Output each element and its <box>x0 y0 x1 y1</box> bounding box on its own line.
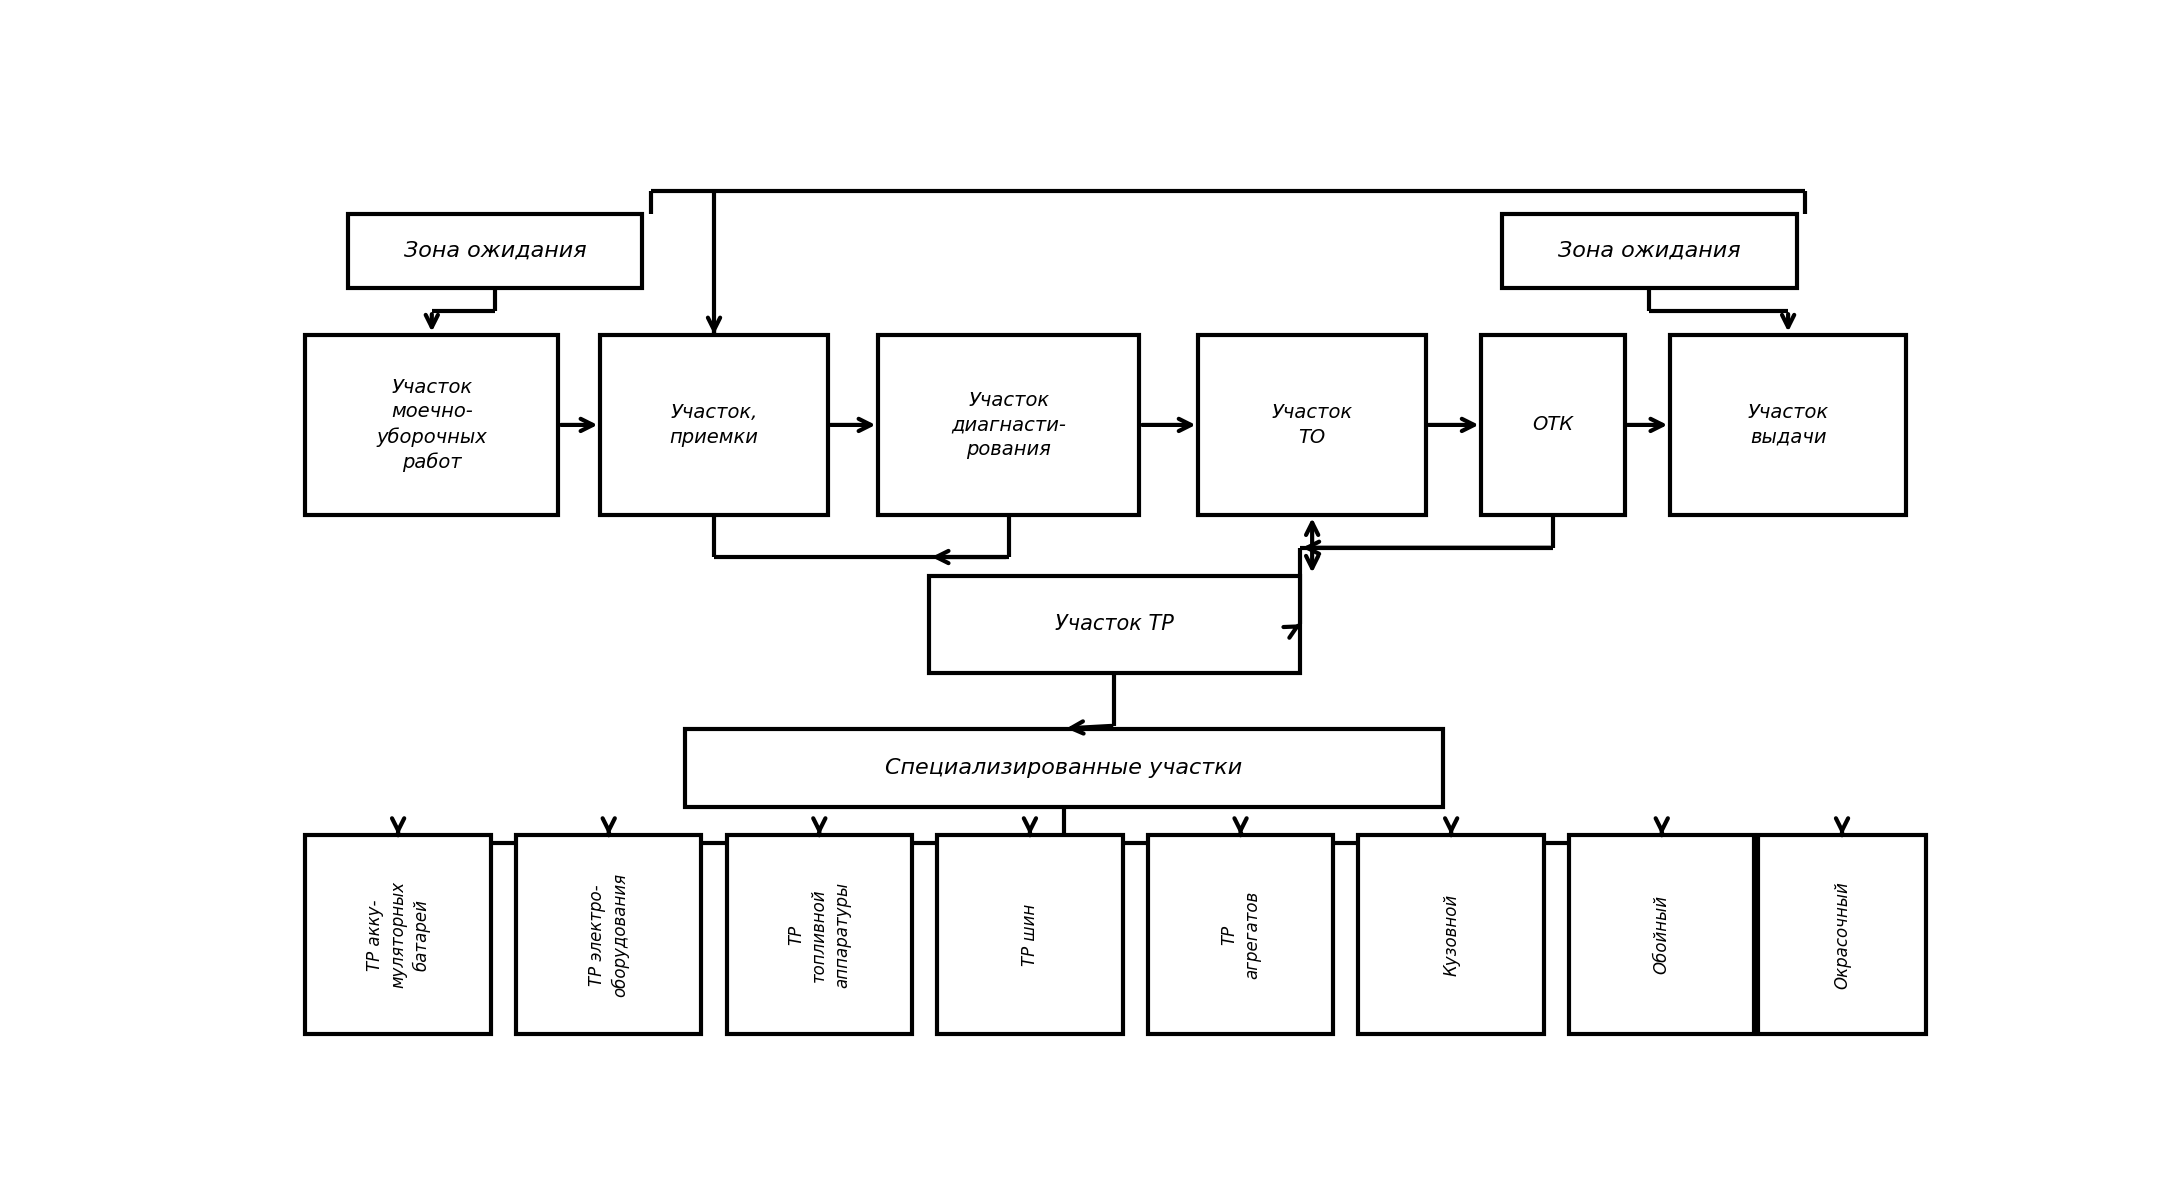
Text: Зона ожидания: Зона ожидания <box>1559 241 1741 261</box>
FancyBboxPatch shape <box>348 214 644 288</box>
Text: ТР
топливной
аппаратуры: ТР топливной аппаратуры <box>787 881 852 987</box>
FancyBboxPatch shape <box>1198 335 1426 515</box>
FancyBboxPatch shape <box>304 836 491 1034</box>
FancyBboxPatch shape <box>1502 214 1796 288</box>
Text: ТР акку-
муляторных
батарей: ТР акку- муляторных батарей <box>365 881 430 988</box>
FancyBboxPatch shape <box>1670 335 1907 515</box>
FancyBboxPatch shape <box>685 728 1444 808</box>
FancyBboxPatch shape <box>1759 836 1926 1034</box>
Text: Окрасочный: Окрасочный <box>1833 881 1850 988</box>
FancyBboxPatch shape <box>600 335 828 515</box>
Text: Обойный: Обойный <box>1652 896 1672 974</box>
Text: ТР шин: ТР шин <box>1022 904 1039 966</box>
Text: Кузовной: Кузовной <box>1441 893 1461 976</box>
FancyBboxPatch shape <box>1480 335 1624 515</box>
Text: Зона ожидания: Зона ожидания <box>404 241 587 261</box>
Text: Участок,
приемки: Участок, приемки <box>670 403 759 447</box>
FancyBboxPatch shape <box>1148 836 1333 1034</box>
Text: Участок ТР: Участок ТР <box>1054 614 1174 635</box>
FancyBboxPatch shape <box>928 576 1300 673</box>
FancyBboxPatch shape <box>726 836 913 1034</box>
FancyBboxPatch shape <box>304 335 559 515</box>
Text: ОТК: ОТК <box>1533 415 1574 435</box>
FancyBboxPatch shape <box>1359 836 1544 1034</box>
FancyBboxPatch shape <box>515 836 702 1034</box>
Text: Специализированные участки: Специализированные участки <box>885 759 1241 778</box>
Text: Участок
диагнасти-
рования: Участок диагнасти- рования <box>952 391 1065 459</box>
Text: ТР
агрегатов: ТР агрегатов <box>1220 891 1261 979</box>
FancyBboxPatch shape <box>878 335 1139 515</box>
FancyBboxPatch shape <box>1570 836 1754 1034</box>
Text: Участок
выдачи: Участок выдачи <box>1748 403 1828 447</box>
FancyBboxPatch shape <box>937 836 1122 1034</box>
Text: Участок
ТО: Участок ТО <box>1272 403 1352 447</box>
Text: ТР электро-
оборудования: ТР электро- оборудования <box>589 873 628 997</box>
Text: Участок
моечно-
уборочных
работ: Участок моечно- уборочных работ <box>376 378 487 472</box>
